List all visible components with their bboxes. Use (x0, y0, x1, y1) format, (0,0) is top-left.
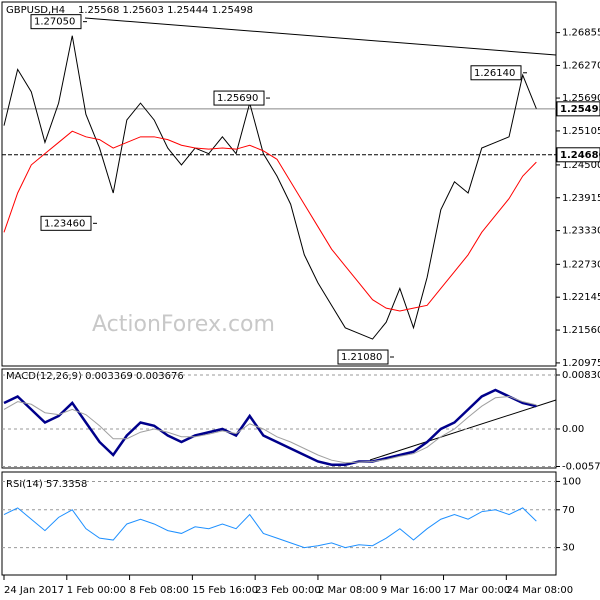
series-line (3, 507, 537, 549)
last-price-box (556, 101, 600, 117)
x-tick-label: 9 Mar 16:00 (381, 585, 441, 596)
y-tick-label: -0.005768 (562, 461, 600, 472)
y-tick-label: 30 (562, 543, 575, 554)
y-tick-label: 0.008301 (562, 370, 600, 381)
series-line (3, 388, 537, 466)
y-tick-label: 1.20975 (562, 358, 600, 369)
y-tick-label: 1.22145 (562, 292, 600, 303)
y-tick-label: 1.25690 (562, 93, 600, 104)
x-tick-label: 2 Mar 08:00 (318, 585, 378, 596)
annotation-label: 1.26140 (474, 68, 515, 79)
y-tick-label: 1.21560 (562, 325, 600, 336)
y-tick-label: 1.23330 (562, 226, 600, 237)
macd-panel (1, 368, 557, 469)
price-ohlc: 1.25568 1.25603 1.25444 1.25498 (78, 5, 253, 16)
y-tick-label: 0.00 (562, 424, 584, 435)
x-tick-label: 17 Mar 00:00 (444, 585, 511, 596)
x-tick-label: 24 Mar 08:00 (506, 585, 573, 596)
x-tick-label: 8 Feb 08:00 (130, 585, 189, 596)
y-tick-label: 1.26270 (562, 60, 600, 71)
series-line (3, 35, 537, 340)
price-title: GBPUSD,H4 (6, 5, 65, 16)
x-tick-label: 15 Feb 16:00 (192, 585, 258, 596)
annotation-box (470, 65, 522, 81)
annotation-label: 1.21080 (341, 352, 382, 363)
annotation-label: 1.23460 (44, 218, 85, 229)
price-panel (1, 1, 557, 367)
y-tick-label: 70 (562, 505, 575, 516)
annotation-box (213, 90, 265, 106)
rsi-panel (1, 471, 557, 576)
x-tick-label: 24 Jan 2017 (4, 585, 64, 596)
annotation-label: 1.27050 (34, 17, 75, 28)
annotation-box (40, 215, 92, 231)
annotation-box (337, 349, 389, 365)
series-line (3, 395, 537, 464)
y-tick-label: 1.23915 (562, 193, 600, 204)
annotation-box (30, 14, 82, 30)
y-tick-label: 1.25105 (562, 126, 600, 137)
level-label: 1.24680 (560, 150, 600, 161)
annotation-label: 1.25690 (217, 93, 258, 104)
y-tick-label: 1.22730 (562, 259, 600, 270)
trend-line (84, 17, 557, 56)
macd-trend-line (369, 399, 557, 461)
rsi-title: RSI(14) 57.3358 (6, 479, 87, 490)
y-tick-label: 1.24500 (562, 160, 600, 171)
macd-title: MACD(12,26,9) 0.003369 0.003676 (6, 371, 184, 382)
last-price-label: 1.25498 (560, 104, 600, 115)
x-tick-label: 1 Feb 00:00 (67, 585, 126, 596)
y-tick-label: 100 (562, 476, 581, 487)
level-box (556, 147, 600, 163)
y-tick-label: 1.26855 (562, 28, 600, 39)
x-tick-label: 23 Feb 00:00 (255, 585, 321, 596)
series-line (3, 130, 537, 312)
watermark: ActionForex.com (92, 312, 275, 337)
